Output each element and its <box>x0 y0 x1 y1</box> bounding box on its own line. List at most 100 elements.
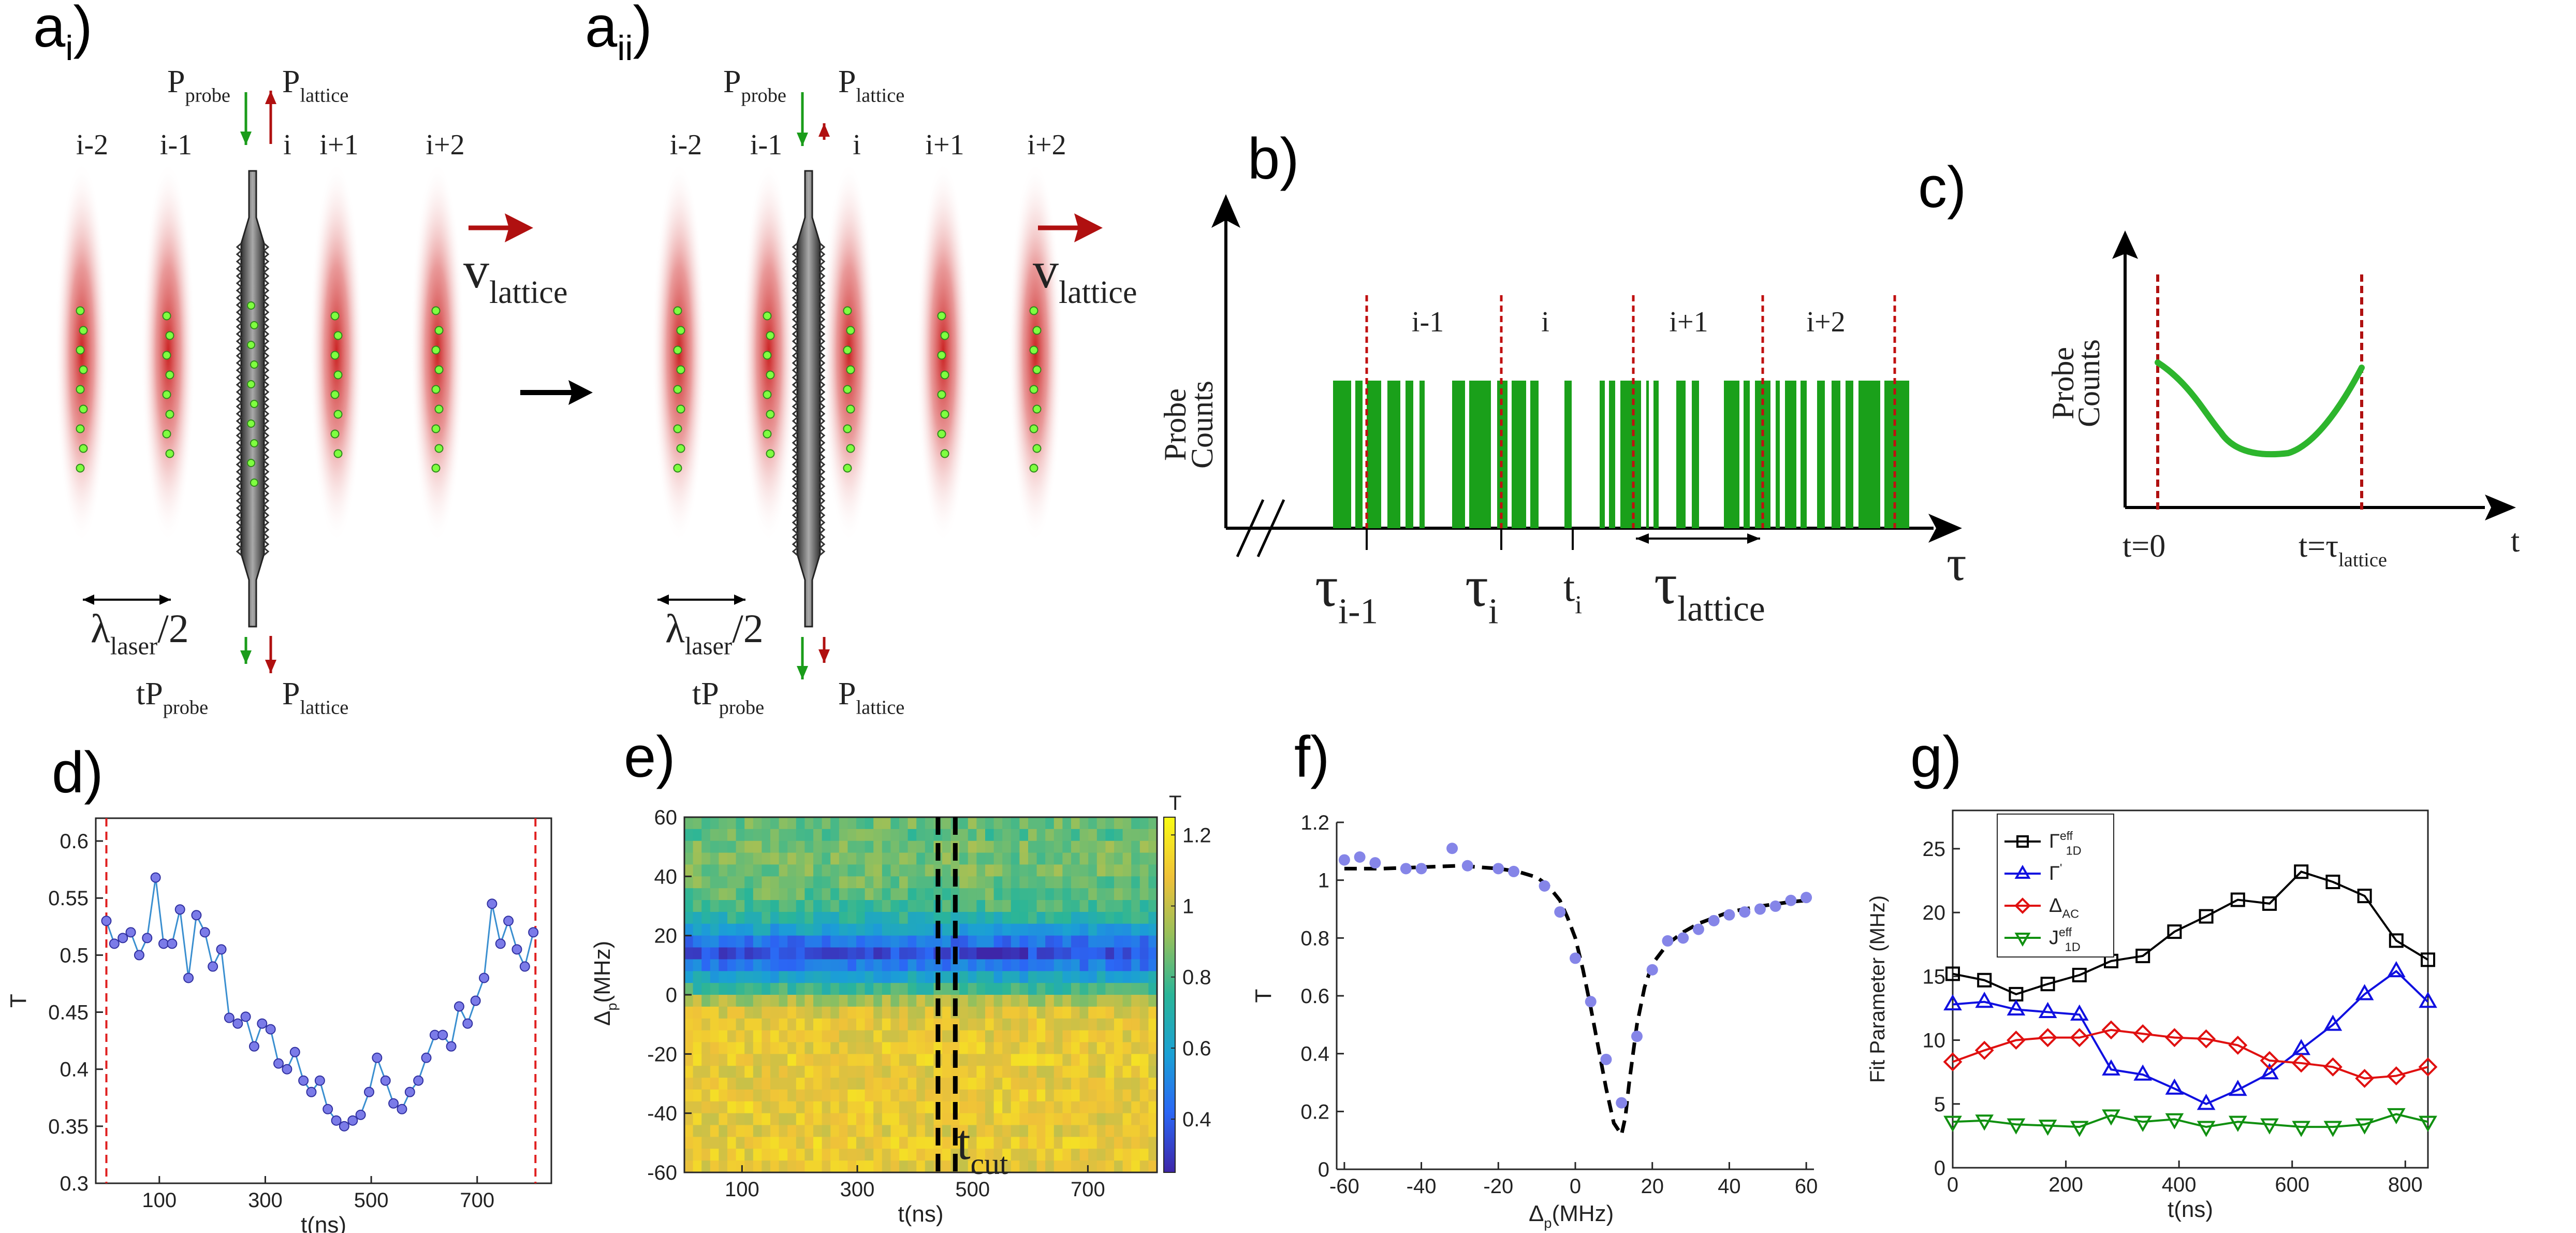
transition-arrow <box>520 380 593 405</box>
heatmap-cell <box>762 888 771 901</box>
heatmap-cell <box>1131 1030 1140 1043</box>
heatmap-cell <box>1053 852 1063 865</box>
heatmap-cell <box>787 1030 797 1043</box>
heatmap-cell <box>736 947 745 960</box>
heatmap-cell <box>719 852 728 865</box>
heatmap-cell <box>1079 911 1089 924</box>
heatmap-cell <box>779 1161 788 1172</box>
heatmap-cell <box>916 1030 926 1043</box>
heatmap-cell <box>787 888 797 901</box>
heatmap-cell <box>959 995 969 1007</box>
heatmap-cell <box>985 947 994 960</box>
heatmap-cell <box>770 959 780 972</box>
heatmap-cell <box>1139 971 1149 984</box>
y-tick-label: 10 <box>1923 1029 1946 1052</box>
data-point <box>134 950 144 961</box>
legend-label-sub: 1D <box>2065 940 2081 953</box>
heatmap-cell <box>787 923 797 936</box>
heatmap-cell <box>1053 888 1063 901</box>
heatmap-cell <box>865 852 874 865</box>
heatmap-cell <box>1105 1125 1115 1138</box>
heatmap-cell <box>719 1089 728 1102</box>
series-marker <box>2133 1064 2153 1081</box>
trapped-atom <box>766 449 775 458</box>
series-marker <box>1975 1114 1994 1131</box>
data-point <box>470 995 481 1006</box>
heatmap-cell <box>779 1042 788 1055</box>
heatmap-cell <box>847 935 857 948</box>
heatmap-cell <box>993 1089 1003 1102</box>
trapped-atom <box>79 404 88 414</box>
heatmap-cell <box>985 935 994 948</box>
heatmap-cell <box>1028 935 1037 948</box>
series-marker <box>2294 864 2309 879</box>
heatmap-cell <box>693 995 702 1007</box>
heatmap-cell <box>1122 935 1132 948</box>
heatmap-cell <box>796 864 806 877</box>
heatmap-cell <box>976 923 986 936</box>
heatmap-cell <box>1062 911 1072 924</box>
trapped-atom <box>76 385 85 394</box>
heatmap-cell <box>813 971 823 984</box>
heatmap-cell <box>787 876 797 889</box>
y-tick-label: 0.45 <box>48 1002 89 1024</box>
heatmap-cell <box>959 1161 969 1172</box>
heatmap-cell <box>753 1137 763 1150</box>
heatmap-cell <box>770 840 780 853</box>
heatmap-cell <box>985 1089 994 1102</box>
heatmap-cell <box>976 971 986 984</box>
series-marker <box>2323 1121 2343 1137</box>
heatmap-cell <box>1062 1113 1072 1126</box>
heatmap-cell <box>985 1054 994 1067</box>
heatmap-cell <box>770 1054 780 1067</box>
heatmap-cell <box>787 1149 797 1162</box>
heatmap-cell <box>1122 876 1132 889</box>
heatmap-cell <box>1053 959 1063 972</box>
heatmap-cell <box>813 1006 823 1019</box>
heatmap-cell <box>719 959 728 972</box>
heatmap-cell <box>796 983 806 995</box>
heatmap-cell <box>1053 1078 1063 1090</box>
data-point <box>372 1052 383 1063</box>
fiber-grating <box>792 242 826 556</box>
heatmap-cell <box>727 888 737 901</box>
x-axis-label-tail: (MHz) <box>1552 1201 1614 1226</box>
heatmap-cell <box>1062 900 1072 912</box>
heatmap-cell <box>719 840 728 853</box>
heatmap-cell <box>959 1113 969 1126</box>
p-lattice-label-sub: lattice <box>300 85 348 107</box>
heatmap-cell <box>1088 983 1097 995</box>
heatmap-cell <box>753 959 763 972</box>
heatmap-cell <box>830 1101 840 1114</box>
heatmap-cell <box>1088 900 1097 912</box>
heatmap-cell <box>1002 1113 1012 1126</box>
heatmap-cell <box>727 840 737 853</box>
heatmap-cell <box>890 1125 900 1138</box>
heatmap-cell <box>813 959 823 972</box>
heatmap-cell <box>684 852 694 865</box>
heatmap-cell <box>1096 995 1106 1007</box>
data-point <box>109 938 120 949</box>
series-marker <box>2260 1118 2279 1135</box>
heatmap-cell <box>968 983 977 995</box>
heatmap-cell <box>1079 817 1089 830</box>
heatmap-cell <box>1019 911 1029 924</box>
heatmap-cell <box>804 1161 814 1172</box>
heatmap-cell <box>942 1125 952 1138</box>
heatmap-cell <box>959 1089 969 1102</box>
heatmap-cell <box>701 1101 711 1114</box>
heatmap-cell <box>1019 1137 1029 1150</box>
series-line <box>1952 871 2429 995</box>
heatmap-cell <box>727 983 737 995</box>
heatmap-cell <box>684 1006 694 1019</box>
heatmap-cell <box>1062 1161 1072 1172</box>
x-axis-label: t(ns) <box>2168 1197 2213 1222</box>
heatmap-cell <box>727 1113 737 1126</box>
heatmap-cell <box>779 971 788 984</box>
heatmap-cell <box>942 817 952 830</box>
lambda-label-sub: laser <box>685 632 732 660</box>
lattice-in-arrow-head <box>265 91 276 104</box>
series-marker <box>2135 948 2150 963</box>
heatmap-cell <box>839 864 848 877</box>
